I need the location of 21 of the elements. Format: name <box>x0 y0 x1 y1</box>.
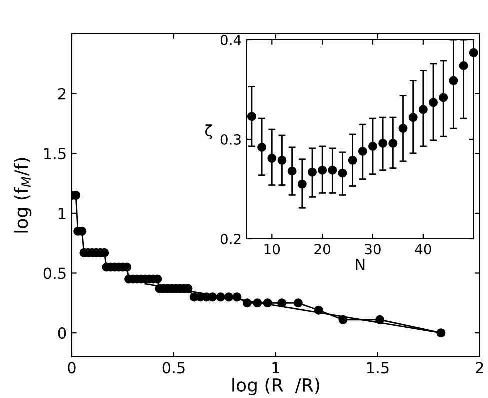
y-tick-label: 0 <box>58 328 66 340</box>
x-tick-label: 10 <box>264 244 280 255</box>
y-tick-label: 0.5 <box>44 268 66 280</box>
x-tick-label: 40 <box>415 244 432 255</box>
x-tick-label: 1.5 <box>367 362 389 374</box>
y-tick-label: 2 <box>58 88 66 100</box>
y-tick-label: 0.3 <box>220 134 241 145</box>
x-tick-label: 1 <box>272 362 280 374</box>
y-tick-label: 0.4 <box>220 34 242 46</box>
x-axis-title: log (R /R) <box>232 378 320 396</box>
x-tick-label: 0.5 <box>162 362 185 374</box>
y-axis-title: log (f$_{M}$/f) <box>14 158 32 233</box>
y-tick-label: 0.2 <box>220 234 241 244</box>
y-axis-title: ζ <box>206 124 212 140</box>
x-tick-label: 0 <box>68 362 76 374</box>
x-tick-label: 20 <box>314 244 330 255</box>
y-tick-label: 1.5 <box>44 148 66 160</box>
x-axis-title: N <box>356 259 365 270</box>
x-tick-label: 30 <box>365 244 381 255</box>
x-tick-label: 2 <box>476 362 484 374</box>
y-tick-label: 1 <box>59 208 66 220</box>
